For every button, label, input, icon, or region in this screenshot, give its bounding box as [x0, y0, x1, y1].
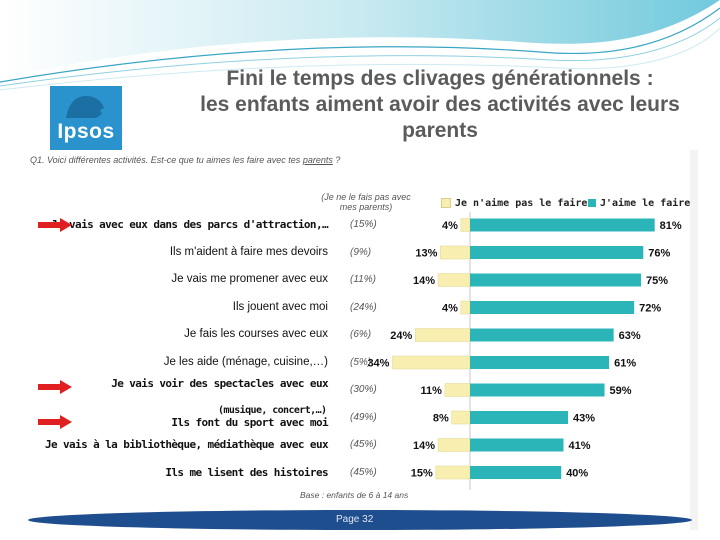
base-note: Base : enfants de 6 à 14 ans — [300, 490, 409, 500]
legend-note: (Je ne le fais pas avec mes parents) — [321, 192, 411, 212]
category-label: Je vais avec eux dans des parcs d'attrac… — [50, 218, 329, 231]
legend-label-dislike: Je n'aime pas le faire — [455, 198, 588, 209]
bar-like — [470, 383, 605, 397]
value-label-dislike: 14% — [413, 440, 435, 452]
title-line-2: les enfants aiment avoir des activités a… — [200, 93, 680, 116]
bar-like — [470, 218, 655, 232]
bar-dislike — [440, 245, 471, 260]
bar-like — [470, 411, 569, 424]
bar-dislike — [451, 410, 471, 425]
not-done-label: (5%) — [350, 356, 372, 368]
not-done-label: (15%) — [350, 219, 377, 230]
profile-head-icon — [66, 96, 104, 118]
value-label-dislike: 15% — [411, 468, 433, 480]
bar-like — [470, 328, 614, 342]
not-done-label: (6%) — [350, 329, 372, 340]
value-label-like: 81% — [660, 220, 682, 232]
legend-like: J'aime le faire — [588, 198, 690, 209]
legend-swatch-dislike — [441, 198, 451, 208]
category-label: Je fais les courses avec eux — [184, 328, 328, 340]
value-label-like: 63% — [619, 330, 641, 342]
legend-dislike: Je n'aime pas le faire — [441, 198, 587, 209]
bar-like — [470, 356, 610, 369]
category-label: Je vais voir des spectacles avec eux — [111, 377, 328, 390]
question-underlined: parents — [302, 155, 333, 165]
page-number: Page 32 — [336, 514, 374, 525]
category-label: Ils m'aident à faire mes devoirs — [169, 245, 328, 258]
question-prefix: Q1. Voici différentes activités. Est-ce … — [30, 155, 301, 165]
not-done-label: (49%) — [350, 411, 377, 423]
category-label: Ils font du sport avec moi — [171, 415, 328, 429]
value-label-like: 75% — [646, 275, 668, 287]
page-title: Fini le temps des clivages générationnel… — [180, 66, 700, 144]
category-label: Je les aide (ménage, cuisine,…) — [163, 355, 328, 368]
highlight-arrow-icon — [38, 218, 72, 232]
value-label-like: 72% — [639, 303, 661, 315]
not-done-label: (30%) — [350, 384, 377, 395]
category-label: Ils me lisent des histoires — [165, 465, 328, 479]
value-label-dislike: 4% — [442, 303, 458, 315]
right-margin-band — [690, 150, 698, 530]
title-line-3: parents — [402, 119, 478, 142]
title-line-1: Fini le temps des clivages générationnel… — [226, 67, 654, 90]
category-label: Je vais à la bibliothèque, médiathèque a… — [44, 438, 329, 451]
highlight-arrow-icon — [38, 380, 72, 394]
legend-label-like: J'aime le faire — [600, 198, 691, 209]
bar-dislike — [460, 218, 471, 232]
bar-like — [470, 466, 562, 479]
bar-like — [470, 301, 635, 314]
bar-dislike — [437, 273, 471, 287]
highlight-arrow-icon — [38, 414, 72, 429]
category-label: Ils jouent avec moi — [232, 300, 328, 313]
bar-dislike — [444, 383, 471, 397]
not-done-label: (24%) — [350, 301, 377, 313]
category-label: Je vais me promener avec eux — [171, 273, 328, 285]
header-wave-decoration — [0, 0, 720, 91]
not-done-label: (9%) — [350, 246, 372, 258]
value-label-dislike: 4% — [442, 220, 458, 232]
value-label-like: 40% — [566, 468, 588, 480]
bar-like — [470, 246, 644, 259]
value-label-like: 59% — [610, 385, 632, 397]
bar-dislike — [435, 465, 471, 480]
survey-question: Q1. Voici différentes activités. Est-ce … — [30, 155, 340, 165]
value-label-dislike: 11% — [420, 385, 442, 397]
ipsos-logo: Ipsos — [50, 86, 122, 150]
bar-dislike — [437, 438, 471, 452]
footer-bar — [28, 510, 692, 530]
question-suffix: ? — [335, 155, 341, 165]
bar-like — [470, 273, 641, 287]
not-done-label: (45%) — [350, 439, 377, 450]
category-subline: (musique, concert,…) — [218, 405, 327, 416]
value-label-like: 61% — [614, 358, 636, 370]
value-label-dislike: 14% — [413, 275, 435, 287]
bar-dislike — [460, 300, 471, 315]
value-label-dislike: 34% — [367, 358, 389, 370]
value-label-like: 76% — [648, 248, 670, 260]
bar-like — [470, 438, 564, 452]
logo-text: Ipsos — [57, 120, 115, 143]
value-label-dislike: 8% — [433, 413, 449, 425]
value-label-like: 41% — [568, 440, 590, 452]
value-label-dislike: 24% — [390, 330, 412, 342]
value-label-like: 43% — [573, 413, 595, 425]
not-done-label: (11%) — [350, 274, 376, 285]
value-label-dislike: 13% — [415, 248, 437, 260]
not-done-label: (45%) — [350, 466, 377, 478]
bar-dislike — [392, 355, 471, 370]
bar-dislike — [415, 328, 471, 342]
legend-swatch-like — [588, 199, 596, 207]
